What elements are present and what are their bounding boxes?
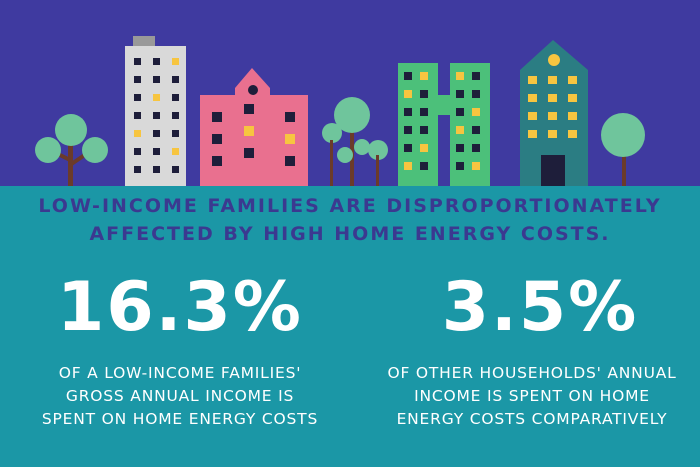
window — [172, 148, 179, 155]
window — [153, 76, 160, 83]
window — [172, 166, 179, 173]
window — [472, 126, 480, 134]
window — [472, 108, 480, 116]
window — [153, 166, 160, 173]
window — [456, 72, 464, 80]
window — [528, 76, 537, 84]
window — [134, 94, 141, 101]
content-band — [0, 186, 700, 467]
window — [548, 94, 557, 102]
window — [568, 76, 577, 84]
stat-description: OF A LOW-INCOME FAMILIES' — [59, 364, 302, 382]
window — [244, 104, 254, 114]
window — [134, 58, 141, 65]
window — [420, 162, 428, 170]
stat-description: SPENT ON HOME ENERGY COSTS — [42, 410, 318, 428]
window — [212, 156, 222, 166]
stat-description: GROSS ANNUAL INCOME IS — [66, 387, 294, 405]
window — [244, 148, 254, 158]
window — [212, 112, 222, 122]
window — [153, 112, 160, 119]
window — [568, 130, 577, 138]
window — [172, 130, 179, 137]
stat-value: 16.3% — [57, 268, 303, 347]
window — [153, 130, 160, 137]
window — [472, 162, 480, 170]
window — [134, 166, 141, 173]
window — [420, 144, 428, 152]
window — [172, 94, 179, 101]
window — [420, 72, 428, 80]
window — [404, 90, 412, 98]
headline-line: AFFECTED BY HIGH HOME ENERGY COSTS. — [89, 223, 610, 245]
window — [548, 130, 557, 138]
window — [456, 162, 464, 170]
window — [134, 76, 141, 83]
window — [212, 134, 222, 144]
window — [404, 126, 412, 134]
window — [528, 130, 537, 138]
window — [153, 94, 160, 101]
stat-description: OF OTHER HOUSEHOLDS' ANNUAL — [387, 364, 676, 382]
window — [472, 72, 480, 80]
window — [285, 156, 295, 166]
window — [244, 126, 254, 136]
headline-line: LOW-INCOME FAMILIES ARE DISPROPORTIONATE… — [38, 195, 661, 217]
window — [420, 108, 428, 116]
window — [456, 126, 464, 134]
window — [285, 134, 295, 144]
city-illustration — [35, 36, 645, 186]
window — [172, 76, 179, 83]
window — [456, 108, 464, 116]
stat-description: INCOME IS SPENT ON HOME — [414, 387, 650, 405]
window — [528, 112, 537, 120]
window — [472, 90, 480, 98]
window — [134, 112, 141, 119]
stat-description: ENERGY COSTS COMPARATIVELY — [397, 410, 668, 428]
window — [404, 162, 412, 170]
window — [568, 112, 577, 120]
window — [472, 144, 480, 152]
window — [134, 130, 141, 137]
window — [404, 108, 412, 116]
window — [404, 72, 412, 80]
window — [456, 90, 464, 98]
window — [153, 58, 160, 65]
window — [420, 126, 428, 134]
stat-value: 3.5% — [442, 268, 639, 347]
window — [172, 112, 179, 119]
window — [456, 144, 464, 152]
window — [548, 76, 557, 84]
window — [404, 144, 412, 152]
window — [153, 148, 160, 155]
window — [172, 58, 179, 65]
window — [134, 148, 141, 155]
window — [568, 94, 577, 102]
window — [285, 112, 295, 122]
window — [420, 90, 428, 98]
window — [548, 112, 557, 120]
window — [528, 94, 537, 102]
